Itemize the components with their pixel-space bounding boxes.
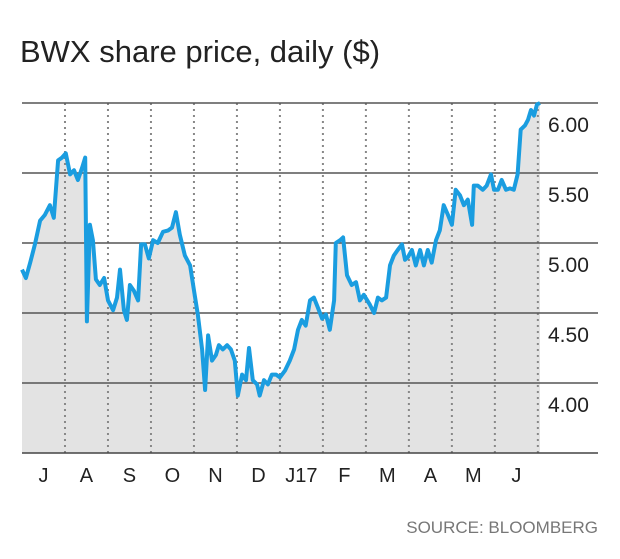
- x-tick-label: J: [511, 465, 521, 487]
- x-tick-label: M: [465, 465, 482, 487]
- x-tick-label: J17: [285, 465, 317, 487]
- x-tick-label: F: [338, 465, 350, 487]
- source: SOURCE: BLOOMBERG: [406, 518, 598, 537]
- chart-title: BWX share price, daily ($): [20, 34, 380, 69]
- x-tick-label: D: [251, 465, 265, 487]
- x-tick-label: A: [424, 465, 438, 487]
- y-tick-label: 5.00: [548, 254, 589, 277]
- x-tick-label: N: [208, 465, 222, 487]
- x-tick-label: A: [80, 465, 94, 487]
- price-line: [20, 101, 541, 398]
- y-tick-label: 6.00: [548, 114, 589, 137]
- x-tick-label: J: [38, 465, 48, 487]
- y-tick-label: 5.50: [548, 184, 589, 207]
- x-tick-label: O: [165, 465, 181, 487]
- x-tick-label: S: [123, 465, 136, 487]
- x-tick-label: M: [379, 465, 396, 487]
- area: [22, 103, 540, 453]
- y-tick-label: 4.00: [548, 394, 589, 417]
- y-tick-label: 4.50: [548, 324, 589, 347]
